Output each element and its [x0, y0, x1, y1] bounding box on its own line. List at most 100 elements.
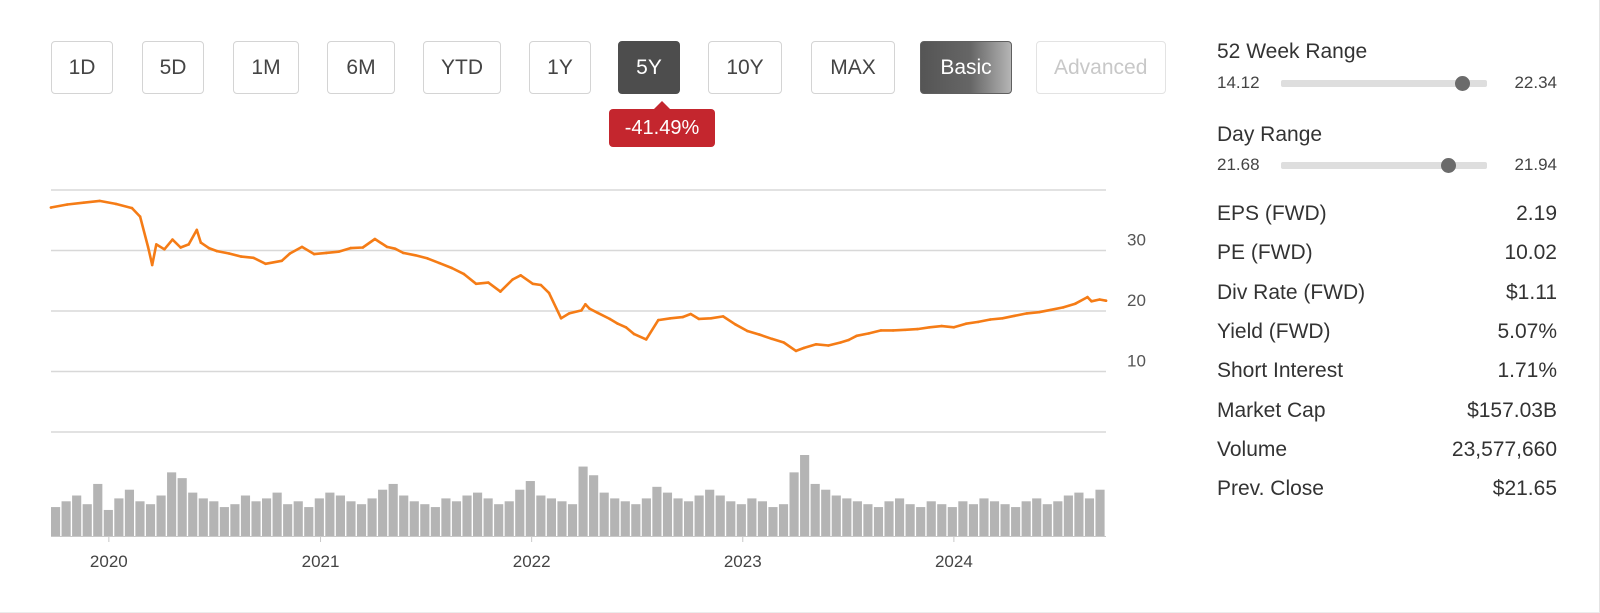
price-point: [1013, 314, 1016, 318]
volume-bar: [937, 504, 947, 536]
price-point: [588, 307, 591, 310]
price-point: [855, 334, 858, 338]
volume-bar: [873, 507, 884, 536]
range-button-5y[interactable]: 5Y: [618, 41, 680, 94]
price-point: [65, 203, 69, 206]
price-point: [733, 323, 737, 326]
volume-bar: [420, 504, 430, 536]
price-point: [199, 241, 203, 244]
stat-value: 2.19: [1516, 202, 1557, 225]
volume-bar: [926, 501, 936, 536]
volume-bar: [863, 504, 873, 536]
price-point: [616, 322, 620, 326]
price-point: [940, 324, 943, 328]
stat-label: Short Interest: [1217, 359, 1344, 383]
price-point: [802, 346, 806, 350]
range-button-1y[interactable]: 1Y: [529, 41, 591, 94]
stat-label: Yield (FWD): [1217, 319, 1331, 343]
price-point: [240, 255, 243, 258]
volume-bar: [958, 501, 968, 536]
volume-bar: [895, 498, 905, 536]
volume-bar: [916, 507, 926, 536]
stat-label: Div Rate (FWD): [1217, 280, 1366, 304]
volume-bar: [156, 495, 166, 536]
volume-bar: [441, 498, 451, 536]
price-point: [721, 315, 725, 318]
price-point: [462, 272, 466, 276]
x-tick-label: 2023: [724, 552, 762, 571]
range-button-6m[interactable]: 6M: [327, 41, 395, 94]
price-point: [567, 312, 571, 315]
volume-bar: [662, 492, 673, 536]
x-tick-label: 2022: [513, 552, 551, 571]
y-tick-label: 10: [1127, 352, 1146, 371]
price-point: [952, 326, 956, 329]
stat-label: EPS (FWD): [1217, 202, 1327, 225]
price-point: [179, 246, 182, 249]
price-point: [547, 291, 551, 295]
price-point: [539, 283, 543, 287]
stat-value: 23,577,660: [1451, 437, 1557, 461]
price-point: [361, 246, 365, 249]
volume-bar: [1053, 501, 1063, 536]
advanced-mode-button[interactable]: Advanced: [1036, 41, 1166, 94]
price-point: [689, 312, 692, 316]
volume-bar: [135, 501, 145, 536]
stat-value: 5.07%: [1497, 319, 1557, 343]
price-point: [499, 290, 502, 293]
volume-bar: [905, 504, 915, 536]
volume-bar: [789, 472, 799, 536]
range-button-1d[interactable]: 1D: [51, 41, 113, 94]
range-button-1m[interactable]: 1M: [233, 41, 299, 94]
stat-label: Volume: [1217, 437, 1288, 461]
price-point: [288, 252, 292, 255]
volume-bar: [219, 507, 229, 536]
range-button-max[interactable]: MAX: [811, 41, 895, 94]
price-point: [195, 228, 199, 232]
x-tick-label: 2021: [302, 552, 340, 571]
volume-bar: [589, 475, 599, 536]
price-point: [1098, 298, 1101, 301]
range-button-10y[interactable]: 10Y: [708, 41, 782, 94]
stat-value: $21.65: [1492, 477, 1557, 501]
volume-bar: [430, 507, 440, 536]
volume-bar: [768, 507, 778, 536]
price-line: [49, 199, 1108, 353]
volume-bar: [546, 498, 556, 536]
price-point: [782, 341, 786, 344]
volume-bar: [230, 504, 240, 536]
basic-mode-button[interactable]: Basic: [920, 41, 1012, 94]
range-button-5d[interactable]: 5D: [142, 41, 204, 94]
volume-bar: [821, 489, 831, 536]
price-point: [373, 237, 377, 241]
stat-row: EPS (FWD) 2.19: [1217, 202, 1557, 232]
price-point: [511, 278, 514, 281]
volume-bar: [346, 501, 356, 536]
price-point: [746, 329, 749, 333]
volume-bar: [831, 495, 841, 536]
stat-label: Market Cap: [1217, 398, 1326, 422]
volume-bar: [968, 504, 978, 536]
stat-row: PE (FWD) 10.02: [1217, 241, 1557, 271]
price-point: [438, 261, 442, 265]
stat-row: Yield (FWD) 5.07%: [1217, 320, 1557, 350]
price-point: [989, 318, 992, 321]
volume-bar: [989, 501, 1000, 536]
stat-row: Market Cap $157.03B: [1217, 399, 1557, 429]
volume-bar: [82, 504, 92, 536]
price-point: [163, 248, 166, 251]
volume-bar: [1095, 489, 1105, 536]
volume-bar: [1074, 492, 1084, 536]
volume-bar: [72, 495, 82, 536]
volume-bar: [51, 507, 61, 536]
stat-value: 10.02: [1504, 241, 1557, 265]
price-point: [264, 262, 267, 266]
range-button-ytd[interactable]: YTD: [423, 41, 501, 94]
price-point: [1037, 310, 1041, 314]
volume-bar: [325, 492, 335, 536]
volume-bar: [209, 501, 219, 536]
range-selector: 1D 5D 1M 6M YTD 1Y 5Y 10Y MAX Basic Adva…: [0, 0, 1170, 100]
price-point: [847, 338, 850, 342]
price-point: [879, 329, 883, 332]
price-point: [669, 317, 672, 320]
